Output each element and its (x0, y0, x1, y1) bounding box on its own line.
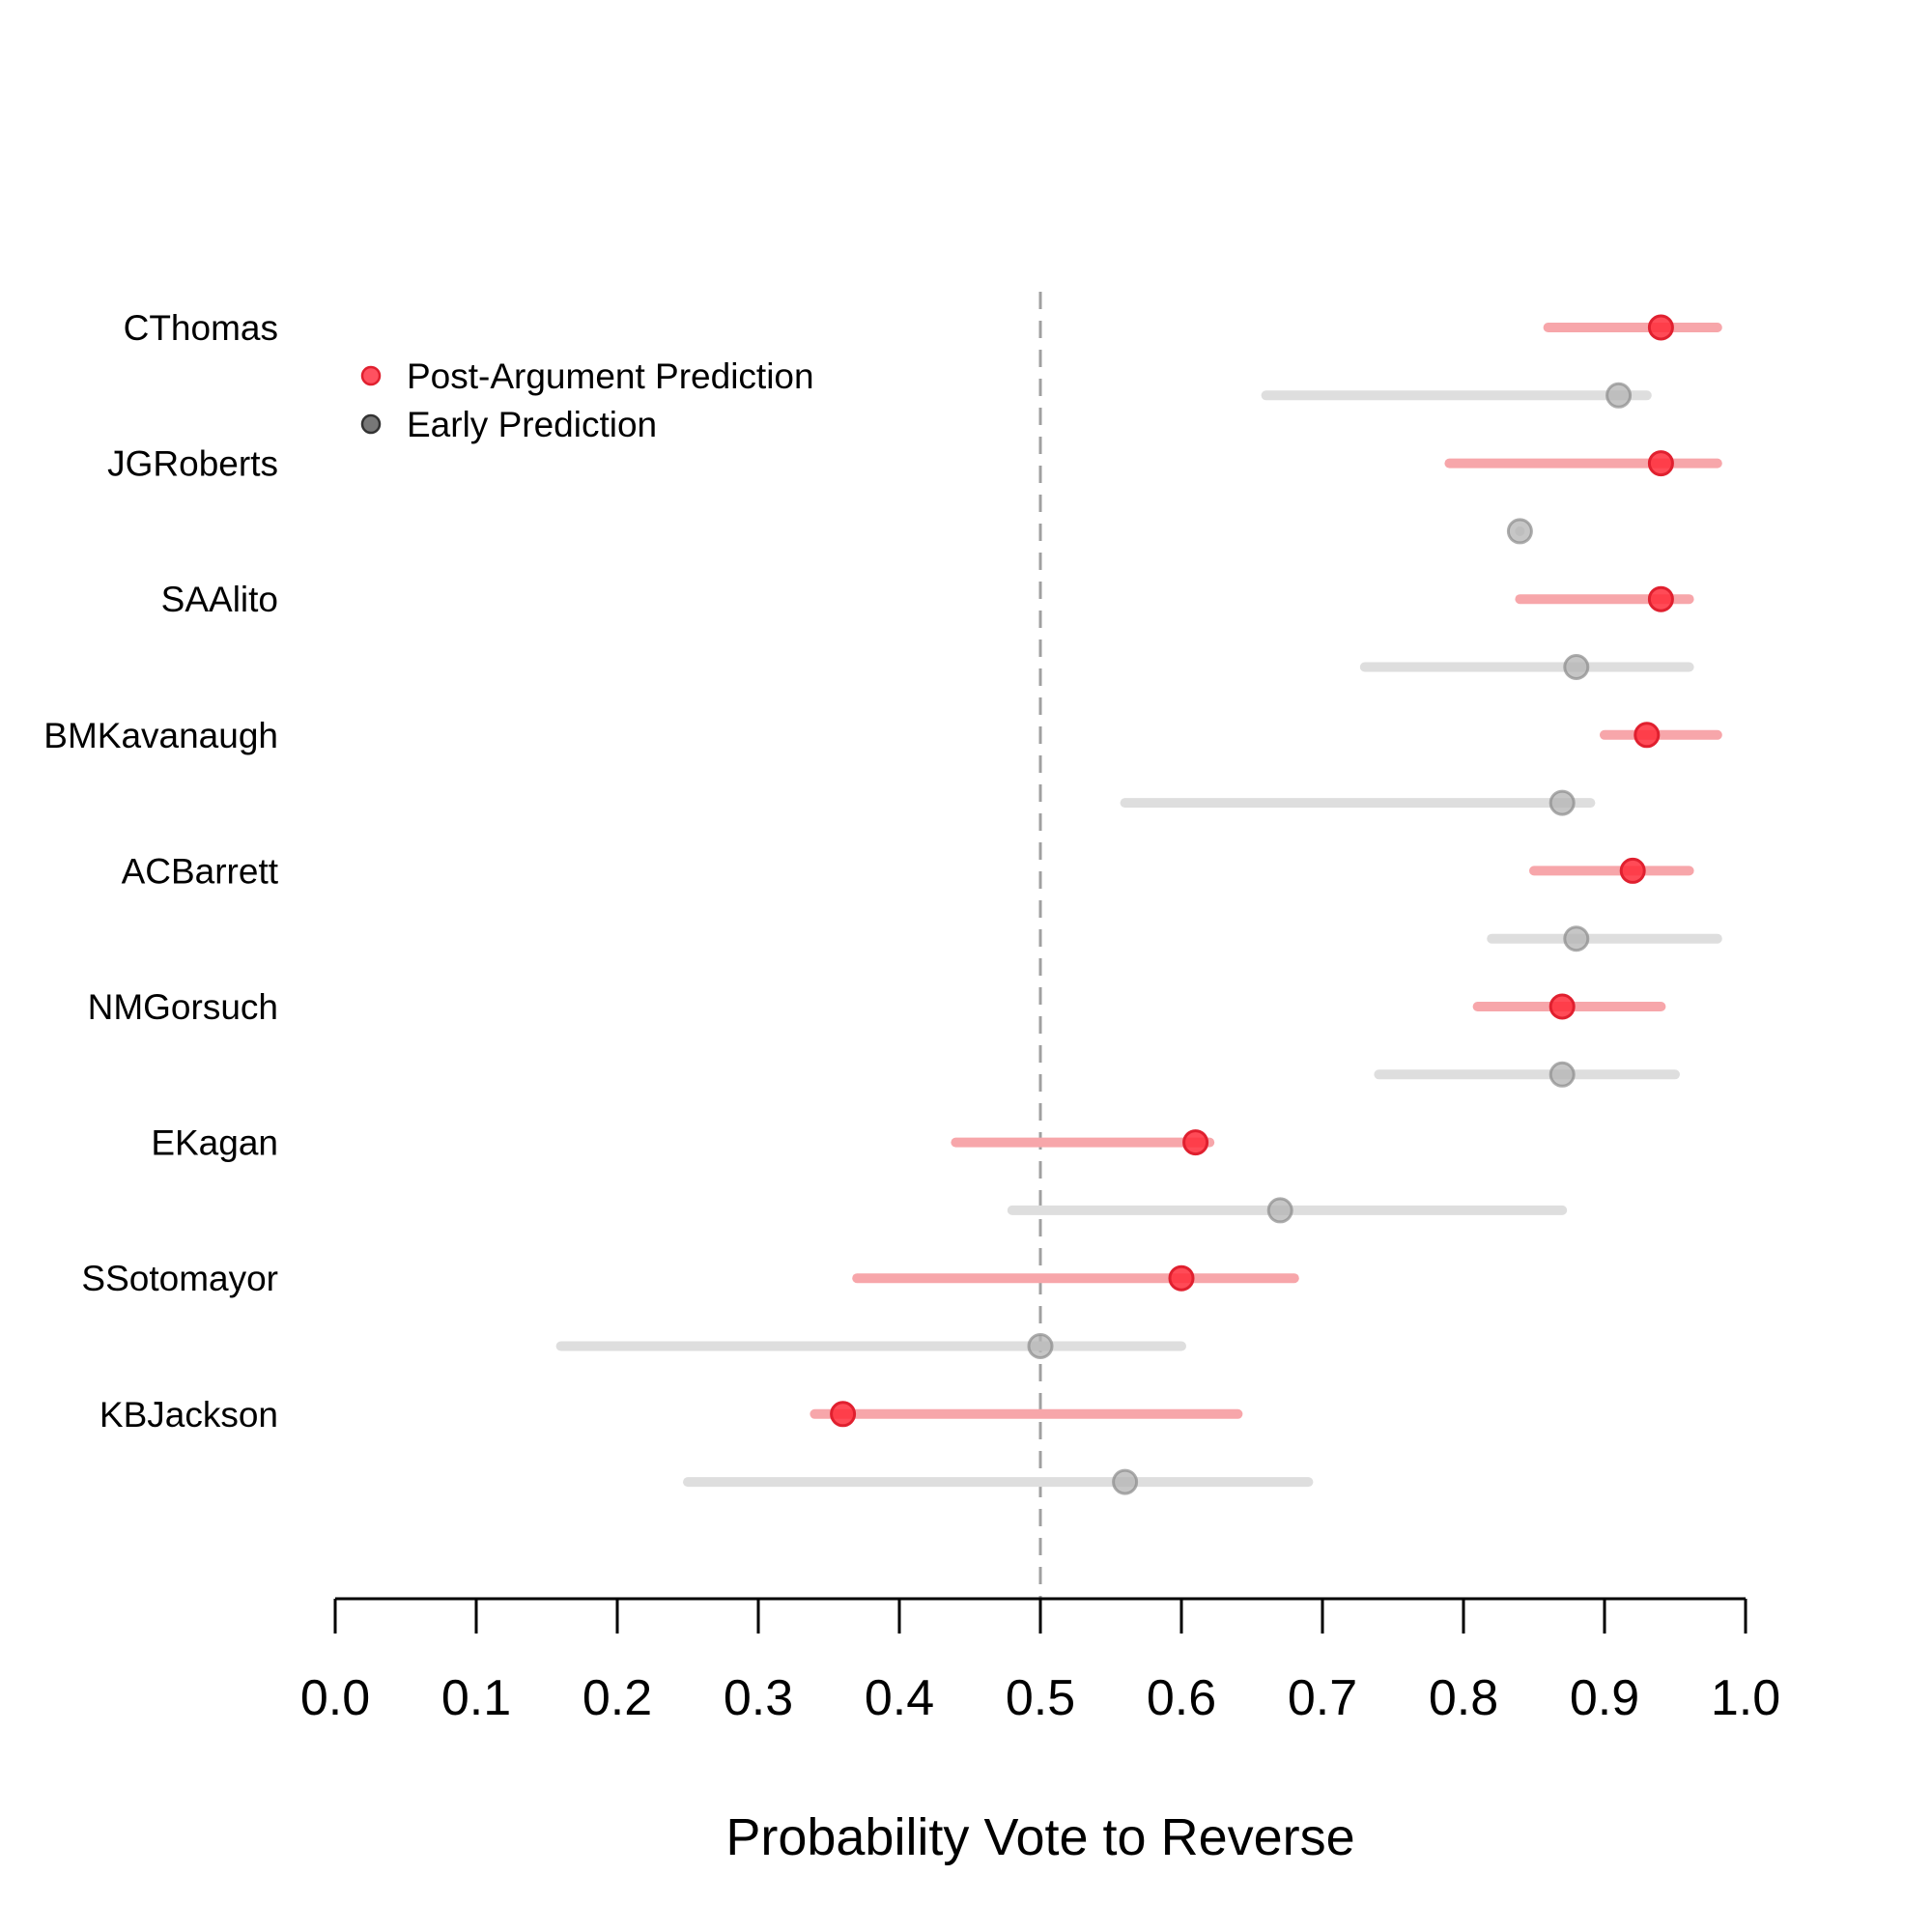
early-point (1266, 1197, 1293, 1224)
x-tick-label: 0.5 (1006, 1670, 1075, 1726)
justice-label: SSotomayor (81, 1259, 278, 1298)
early-point (1563, 654, 1590, 680)
post-point (1548, 993, 1576, 1020)
post-point (1619, 857, 1646, 884)
x-tick-label: 0.8 (1429, 1670, 1498, 1726)
point-layer (830, 314, 1674, 1495)
x-tick-label: 0.0 (300, 1670, 370, 1726)
justice-label: CThomas (124, 308, 278, 348)
x-tick-label: 1.0 (1711, 1670, 1780, 1726)
legend-label-post-argument: Post-Argument Prediction (407, 356, 814, 396)
post-point (1647, 450, 1674, 477)
post-point (1182, 1129, 1209, 1156)
justice-label: ACBarrett (122, 851, 279, 891)
x-tick-label: 0.3 (724, 1670, 793, 1726)
justice-labels: CThomas JGRoberts SAAlito BMKavanaugh ACBarr… (43, 308, 278, 1435)
x-tick-label: 0.2 (582, 1670, 652, 1726)
post-point (1647, 314, 1674, 341)
early-point (1027, 1333, 1054, 1359)
post-point (830, 1401, 857, 1428)
justice-label: EKagan (151, 1123, 278, 1163)
legend-label-early: Early Prediction (407, 405, 657, 444)
post-point (1168, 1264, 1195, 1292)
x-axis-title: Probability Vote to Reverse (725, 1808, 1354, 1866)
justice-label: NMGorsuch (88, 987, 278, 1027)
legend-marker-early (360, 413, 382, 435)
justice-label: SAAlito (161, 580, 278, 619)
legend: Post-Argument Prediction Early Predictio… (360, 356, 814, 444)
post-point (1634, 722, 1661, 749)
early-point (1548, 789, 1576, 816)
early-point (1563, 925, 1590, 952)
interval-layer (555, 323, 1722, 1488)
post-point (1647, 585, 1674, 612)
early-point (1605, 382, 1633, 409)
x-tick-label: 0.9 (1570, 1670, 1639, 1726)
legend-marker-post-argument (360, 365, 382, 386)
x-tick-label: 0.4 (865, 1670, 934, 1726)
justice-label: JGRoberts (107, 444, 278, 484)
x-tick-label: 0.1 (441, 1670, 511, 1726)
x-tick-label: 0.7 (1288, 1670, 1357, 1726)
x-tick-label: 0.6 (1147, 1670, 1216, 1726)
x-axis: 0.0 0.1 0.2 0.3 0.4 0.5 0.6 0.7 0.8 0.9 1.0 (300, 1597, 1780, 1726)
justice-label: BMKavanaugh (43, 716, 278, 755)
early-point (1548, 1061, 1576, 1088)
early-point (1506, 518, 1533, 545)
early-point (1112, 1468, 1139, 1495)
justice-label: KBJackson (99, 1395, 278, 1435)
